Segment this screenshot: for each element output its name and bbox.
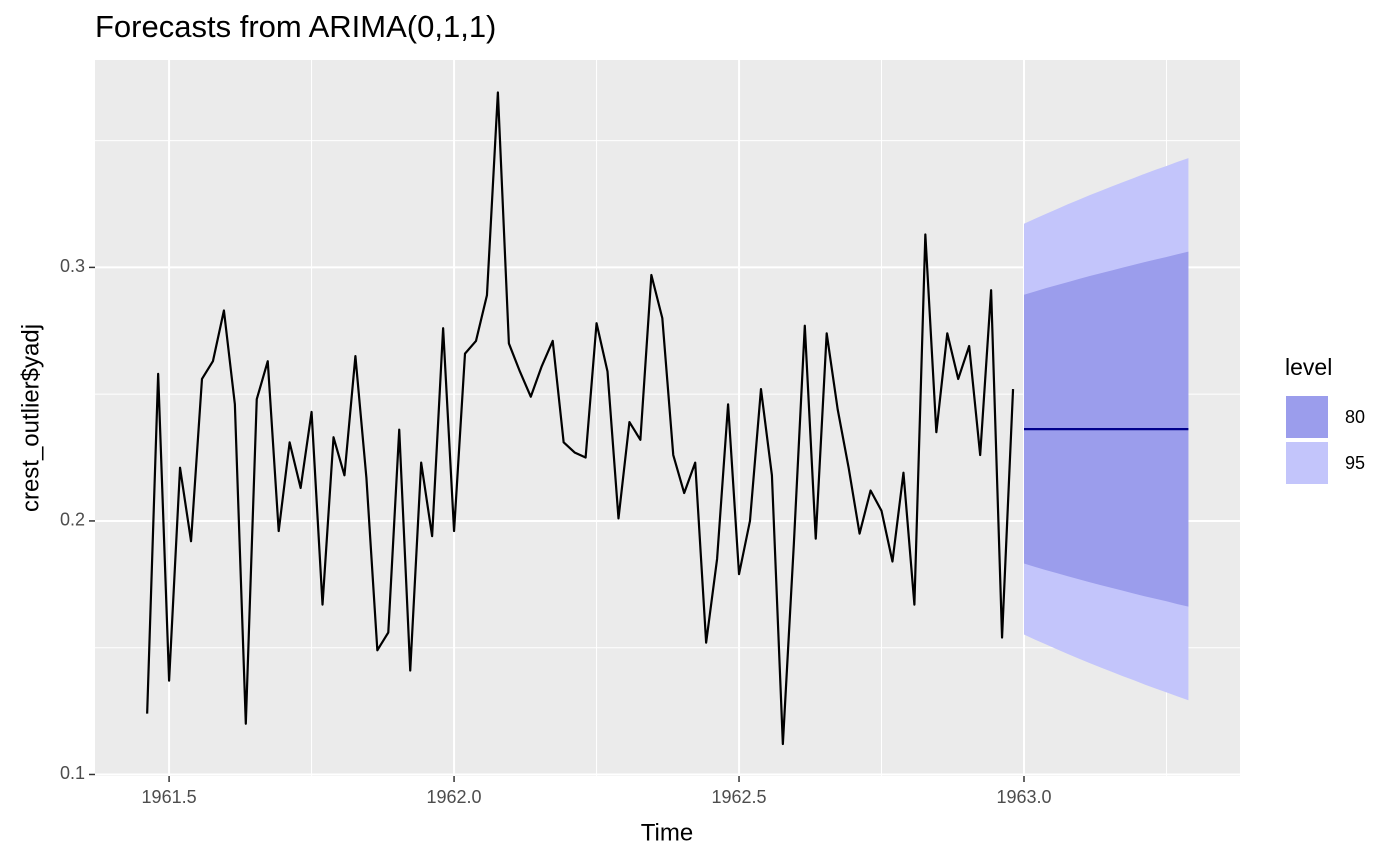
x-axis-label: Time — [641, 819, 693, 846]
y-tick-label: 0.1 — [60, 763, 85, 783]
chart-title: Forecasts from ARIMA(0,1,1) — [95, 9, 496, 44]
x-tick-label: 1961.5 — [142, 787, 197, 807]
legend-label: 95 — [1345, 453, 1365, 473]
legend-key — [1286, 442, 1328, 484]
legend-title: level — [1285, 354, 1332, 380]
legend-label: 80 — [1345, 407, 1365, 427]
line — [146, 91, 1015, 746]
x-tick-label: 1962.5 — [711, 787, 766, 807]
x-tick-label: 1963.0 — [996, 787, 1051, 807]
x-tick-label: 1962.0 — [427, 787, 482, 807]
legend-key — [1286, 396, 1328, 438]
y-tick-label: 0.3 — [60, 256, 85, 276]
y-tick-label: 0.2 — [60, 510, 85, 530]
y-axis-label: crest_outlier$yadj — [17, 324, 44, 512]
